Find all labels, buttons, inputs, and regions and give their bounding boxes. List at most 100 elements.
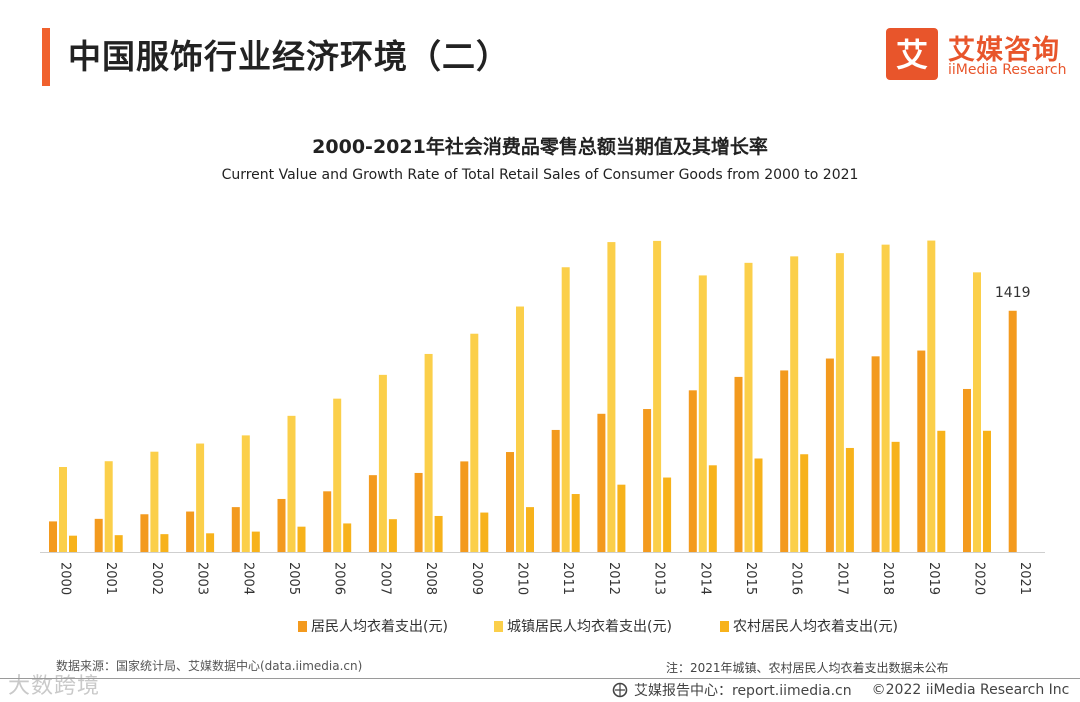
x-tick-label: 2003	[195, 562, 210, 595]
bar-urban-2011	[561, 267, 570, 552]
watermark: 大数跨境	[8, 674, 101, 699]
logo-text-en: iiMedia Research	[948, 62, 1067, 78]
bar-urban-2009	[470, 333, 479, 552]
bar-rural-2017	[845, 447, 854, 552]
bar-urban-2001	[104, 461, 113, 552]
bar-rural-2010	[526, 507, 534, 552]
iimedia-logo: 艾 艾媒咨询 iiMedia Research	[886, 28, 1067, 84]
logo-mark: 艾	[886, 28, 938, 80]
footer: 艾媒报告中心：report.iimedia.cn ©2022 iiMedia R…	[612, 680, 1069, 700]
chart-subtitle: Current Value and Growth Rate of Total R…	[221, 167, 859, 183]
bar-resident-2003	[186, 511, 195, 552]
legend-swatch	[298, 621, 307, 632]
bar-urban-2005	[287, 415, 296, 552]
x-tick-label: 2020	[972, 562, 987, 595]
x-tick-label: 2000	[58, 562, 73, 595]
bar-urban-2000	[59, 467, 67, 552]
x-tick-label: 2011	[560, 562, 575, 595]
chart-note: 注：2021年城镇、农村居民人均衣着支出数据未公布	[666, 661, 949, 675]
x-tick-label: 2013	[652, 562, 667, 595]
bar-urban-2003	[196, 443, 205, 552]
bar-resident-2001	[94, 518, 103, 552]
copyright: ©2022 iiMedia Research Inc	[871, 682, 1070, 698]
report-center-link[interactable]: 艾媒报告中心：report.iimedia.cn	[634, 683, 852, 699]
bar-urban-2020	[973, 272, 981, 552]
x-tick-label: 2019	[926, 562, 941, 595]
bar-resident-2020	[963, 388, 971, 552]
bar-rural-2016	[800, 454, 809, 552]
bar-rural-2000	[69, 535, 77, 552]
bar-rural-2012	[617, 484, 626, 552]
legend-label: 城镇居民人均衣着支出(元)	[507, 619, 672, 635]
x-tick-label: 2005	[286, 562, 301, 595]
bar-rural-2011	[571, 494, 580, 552]
bar-chart: 2000 2001 2002 2003 2004 2005 2006 2007 2008 2009…	[40, 240, 1045, 635]
bar-urban-2014	[698, 275, 707, 552]
bar-urban-2008	[424, 353, 433, 552]
report-center-icon	[612, 682, 628, 698]
logo-mark-icon: 艾	[896, 36, 928, 74]
chart-title: 2000-2021年社会消费品零售总额当期值及其增长率	[312, 136, 768, 158]
bar-rural-2003	[206, 533, 215, 552]
bar-resident-2002	[140, 514, 149, 552]
title-accent-bar	[42, 28, 50, 86]
x-tick-label: 2010	[515, 562, 530, 595]
bar-urban-2019	[927, 240, 936, 552]
bar-urban-2010	[516, 306, 524, 552]
data-source: 数据来源：国家统计局、艾媒数据中心(data.iimedia.cn)	[56, 659, 363, 673]
bar-urban-2007	[378, 374, 387, 552]
legend-swatch	[720, 621, 729, 632]
bar-urban-2015	[744, 262, 753, 552]
bar-resident-2009	[460, 461, 469, 552]
bar-rural-2005	[297, 526, 306, 552]
x-tick-label: 2006	[332, 562, 347, 595]
x-tick-label: 2014	[697, 562, 712, 595]
x-tick-label: 2018	[880, 562, 895, 595]
bar-rural-2006	[343, 523, 352, 552]
page-title: 中国服饰行业经济环境（二）	[68, 37, 510, 76]
logo-text-cn: 艾媒咨询	[948, 35, 1060, 66]
bar-rural-2018	[891, 441, 900, 552]
x-tick-label: 2008	[423, 562, 438, 595]
x-tick-label: 2017	[834, 562, 849, 595]
legend-label: 农村居民人均衣着支出(元)	[733, 619, 898, 635]
bar-rural-2001	[114, 535, 123, 552]
bar-urban-2013	[653, 240, 662, 552]
bar-rural-2004	[251, 531, 260, 552]
bar-resident-2007	[368, 475, 377, 552]
legend-label: 居民人均衣着支出(元)	[311, 619, 448, 635]
data-label: 1419	[995, 285, 1031, 301]
bar-urban-2004	[241, 435, 250, 552]
bar-urban-2018	[881, 244, 890, 552]
footer-divider	[0, 678, 1080, 679]
bar-rural-2002	[160, 534, 169, 552]
bar-resident-2019	[917, 350, 926, 552]
bar-resident-2000	[49, 521, 57, 552]
bar-resident-2018	[871, 356, 880, 552]
bar-rural-2013	[663, 477, 672, 552]
bar-resident-2008	[414, 472, 423, 552]
bar-urban-2017	[835, 253, 844, 552]
x-tick-label: 2012	[606, 562, 621, 595]
bar-urban-2012	[607, 242, 616, 552]
x-tick-label: 2016	[789, 562, 804, 595]
bar-rural-2020	[983, 430, 991, 552]
bar-rural-2007	[388, 519, 397, 552]
bar-resident-2021	[1008, 310, 1017, 552]
bar-resident-2004	[231, 507, 240, 552]
bar-rural-2014	[708, 465, 717, 552]
bar-urban-2002	[150, 451, 159, 552]
x-tick-label: 2007	[377, 562, 392, 595]
bar-rural-2015	[754, 458, 763, 552]
bar-rural-2008	[434, 515, 443, 552]
x-tick-label: 2004	[240, 562, 255, 595]
x-tick-label: 2002	[149, 562, 164, 595]
legend-swatch	[494, 621, 503, 632]
bar-resident-2017	[825, 358, 834, 552]
bar-resident-2006	[323, 491, 332, 552]
bar-rural-2009	[480, 512, 489, 552]
bar-rural-2019	[937, 430, 946, 552]
bar-resident-2010	[506, 452, 514, 552]
x-tick-label: 2009	[469, 562, 484, 595]
svg-text:艾: 艾	[896, 36, 928, 74]
